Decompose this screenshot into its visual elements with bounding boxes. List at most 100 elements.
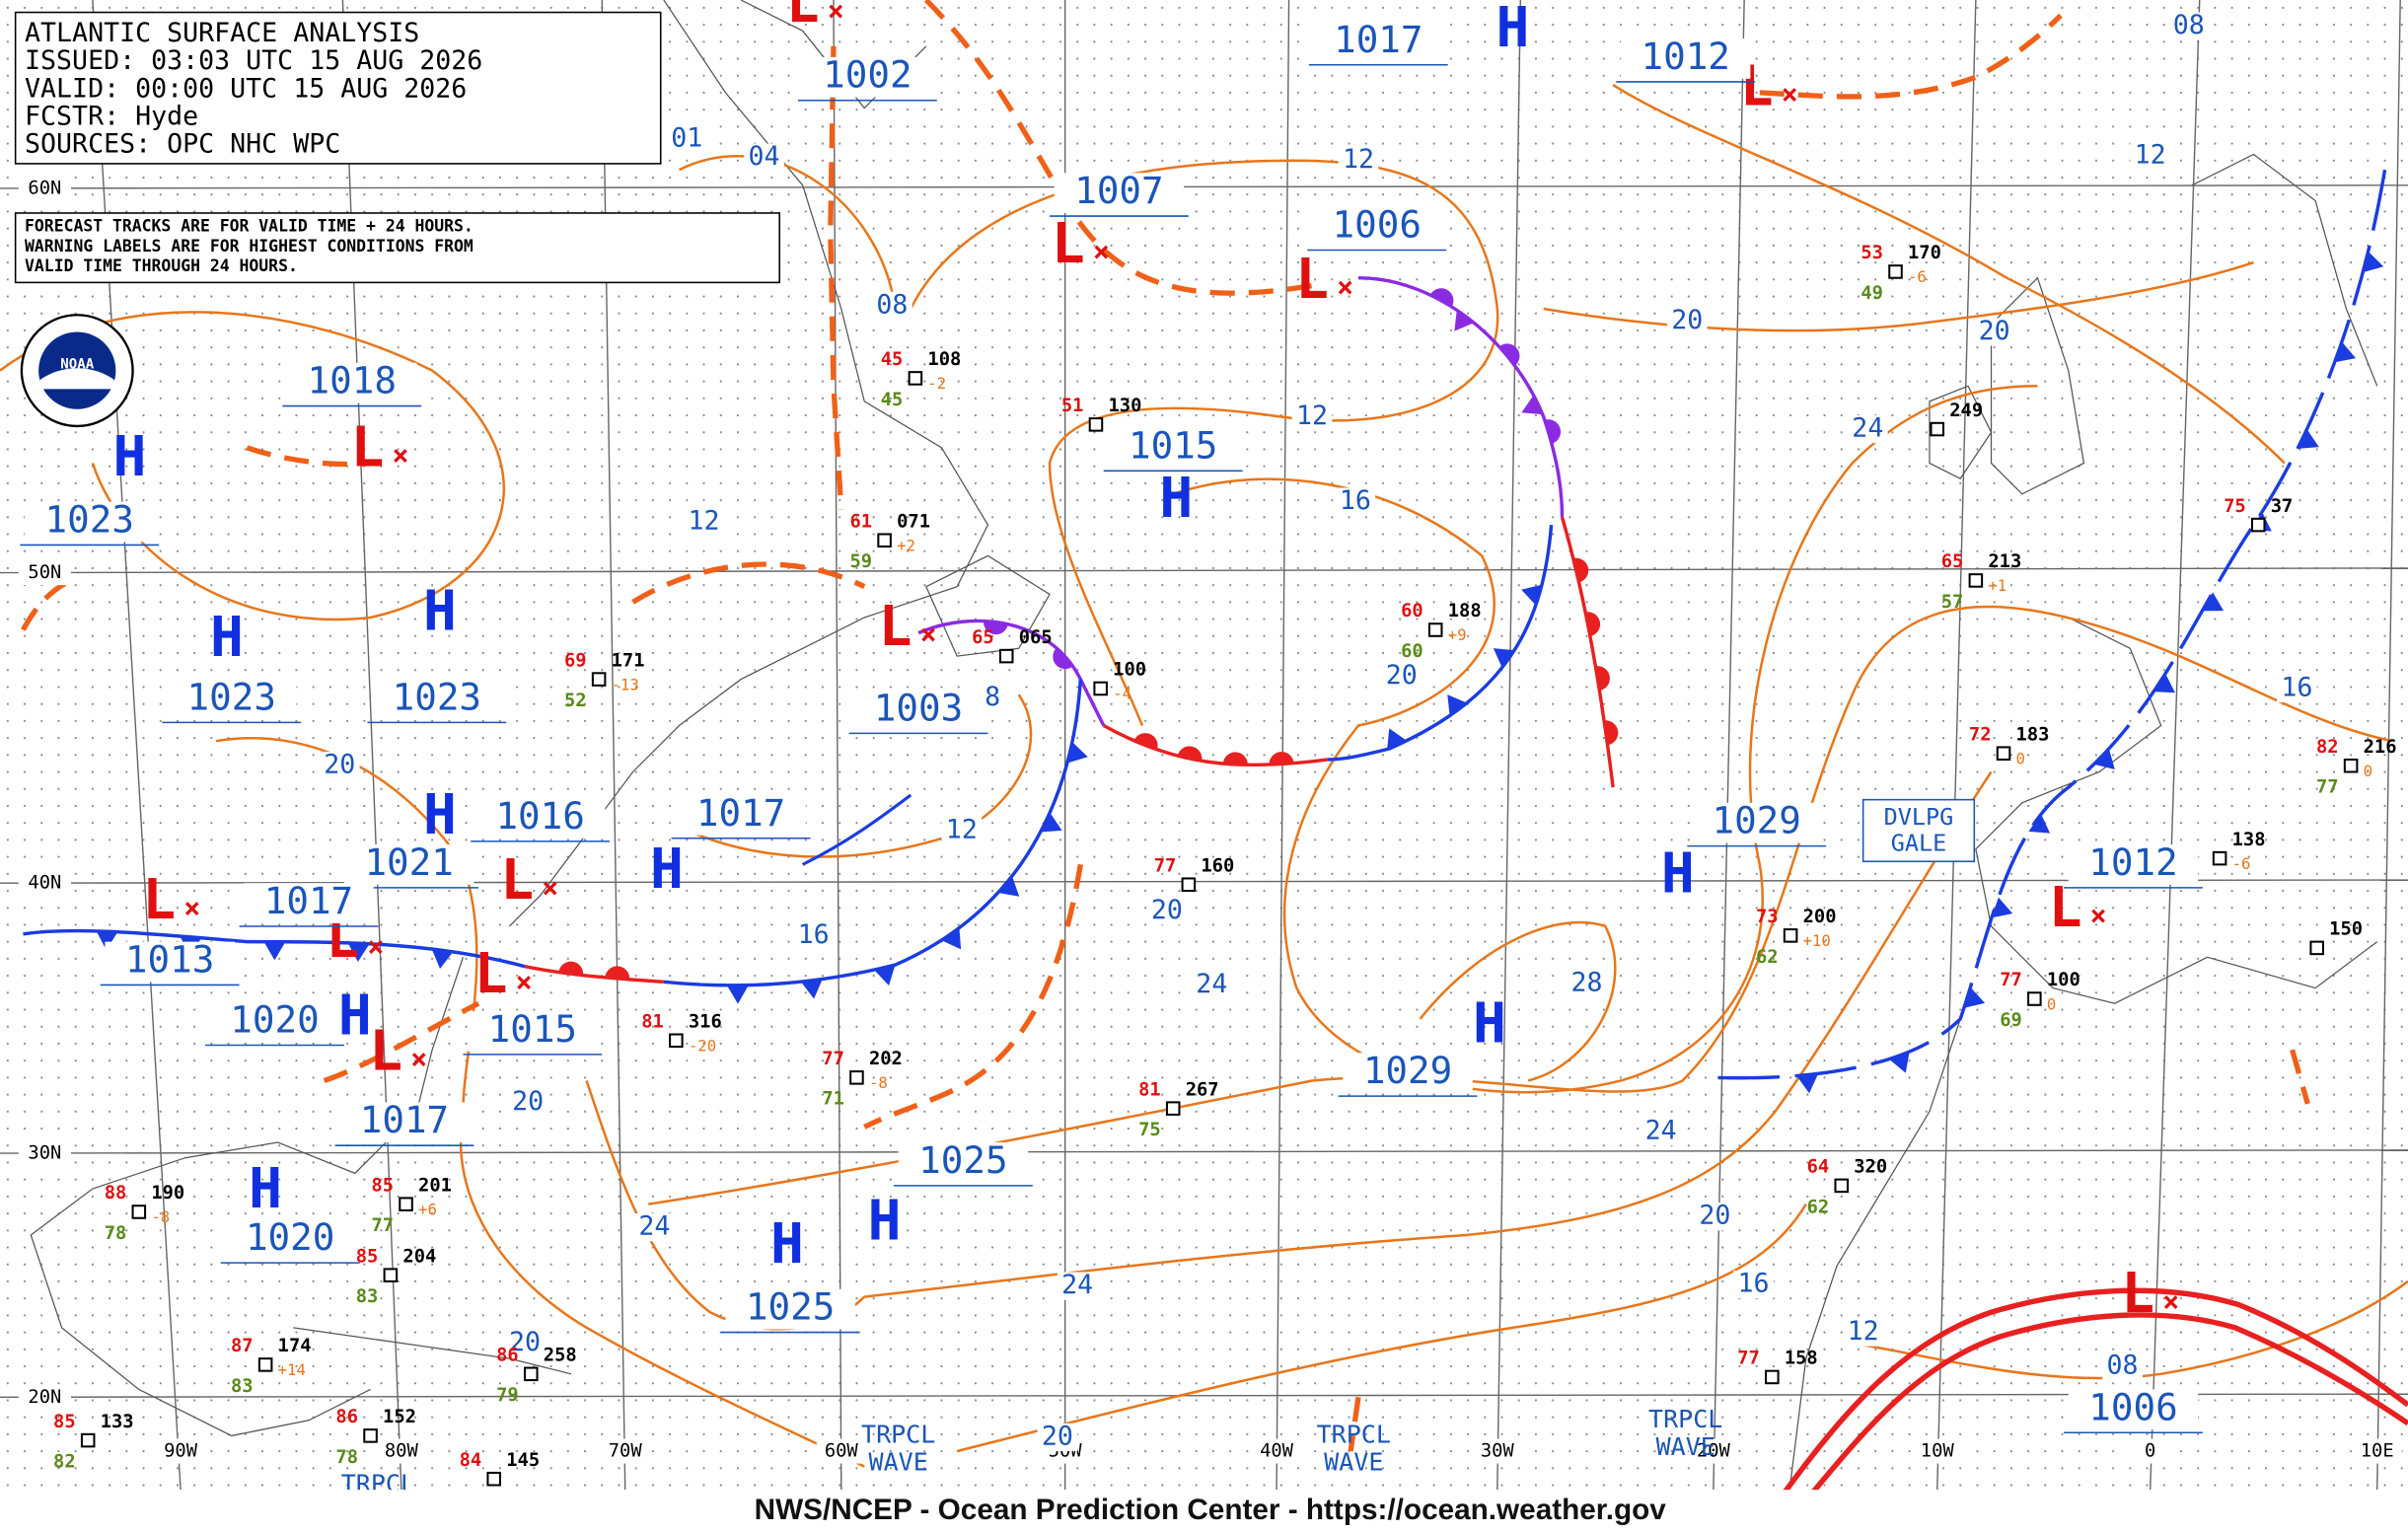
pressure-label: 1013 (125, 937, 214, 981)
front-triangle (1447, 694, 1468, 716)
low-symbol: L (350, 416, 384, 480)
isobar-label-bg (2168, 12, 2210, 40)
warning-label: DVLPG (1884, 803, 1954, 831)
isobar-label: 20 (1699, 1201, 1730, 1231)
station-pressure: 170 (1908, 243, 1941, 263)
front-triangle (1991, 897, 2013, 918)
lon-label-box (2352, 1438, 2402, 1464)
isobar-label: 16 (1738, 1269, 1770, 1299)
station-dewpoint: 78 (105, 1223, 127, 1244)
station-pressure: 37 (2271, 496, 2294, 517)
pressure-label-bg (209, 1001, 340, 1043)
low-cross: × (1093, 236, 1110, 268)
station-marker (2212, 850, 2227, 866)
trough (828, 45, 844, 510)
pressure-label-bg (725, 1288, 855, 1330)
front-triangle (2028, 813, 2051, 834)
header-forecaster: FCSTR: Hyde (25, 101, 198, 131)
station-dewpoint: 83 (356, 1286, 379, 1307)
pressure-label-bg (1312, 206, 1442, 248)
isobar-label: 12 (1848, 1316, 1879, 1347)
pressure-label: 1012 (1641, 35, 1729, 78)
front-triangle (800, 979, 823, 999)
pressure-label: 1017 (696, 791, 785, 835)
station-pressure: 316 (689, 1011, 722, 1032)
high-symbol: H (770, 1212, 804, 1277)
station-marker (1088, 417, 1104, 432)
pressure-label: 1018 (308, 359, 397, 402)
front-symbol (2202, 592, 2225, 612)
cold-front (1713, 169, 2387, 1080)
isobar-label-bg (1567, 969, 1607, 997)
pressure-label-bg (225, 1219, 355, 1261)
isobar-label: 20 (1042, 1421, 1073, 1451)
low-cross: × (516, 966, 533, 998)
station-tendency: -6 (2232, 854, 2251, 873)
low-symbol: L (1295, 248, 1329, 312)
low-cross: × (392, 439, 408, 472)
station-temperature: 65 (1941, 551, 1964, 572)
pressure-label-bg (244, 883, 374, 923)
pressure-label-bg (802, 56, 933, 98)
lat-line (0, 184, 2408, 189)
station-tendency: -4 (1113, 685, 1131, 703)
station-pressure: 249 (1949, 401, 1983, 421)
low-symbol: L (2121, 1262, 2154, 1326)
isobar-label: 28 (1571, 967, 1603, 997)
isobar-label: 12 (689, 505, 720, 536)
front-triangle (263, 941, 286, 961)
isobar-label: 20 (509, 1327, 541, 1357)
station-pressure: 188 (1448, 601, 1482, 621)
front-symbol (1040, 812, 1062, 833)
station-temperature: 81 (641, 1011, 664, 1032)
trough (2290, 1049, 2310, 1105)
warm-front (1560, 516, 1615, 788)
lon-label: 40W (1260, 1441, 1294, 1462)
station-marker (1427, 622, 1443, 637)
front-symbol (1991, 897, 2013, 918)
station-dewpoint: 77 (2316, 777, 2339, 798)
pressure-label: 1020 (246, 1215, 334, 1259)
front-symbol (1177, 746, 1203, 762)
header-box (14, 11, 662, 165)
low-symbol: L (786, 0, 820, 36)
front-triangle (96, 930, 118, 950)
isobar (678, 155, 897, 310)
low-cross: × (367, 930, 384, 963)
station-temperature: 88 (105, 1183, 127, 1204)
high-symbol: H (423, 579, 457, 643)
high-symbol: H (423, 783, 457, 847)
station-pressure: 133 (101, 1412, 134, 1432)
isobar (0, 311, 505, 621)
pressure-label: 1017 (1334, 18, 1423, 61)
station-tendency: -2 (927, 374, 946, 393)
front-triangle (874, 965, 896, 986)
station-temperature: 77 (822, 1049, 844, 1069)
low-symbol: L (1052, 212, 1085, 276)
station-pressure: 130 (1108, 396, 1141, 416)
pressure-label: 1017 (360, 1098, 449, 1141)
front-symbol (1499, 343, 1520, 366)
pressure-label-bg (25, 501, 155, 543)
footer: NWS/NCEP - Ocean Prediction Center - htt… (755, 1494, 1667, 1526)
station-marker (591, 672, 607, 687)
pressure-label-bg (474, 798, 606, 839)
isobar-label-bg (1843, 1318, 1883, 1347)
lon-label: 90W (164, 1441, 198, 1462)
logo-text: NOAA (60, 356, 94, 372)
isobar-label: 24 (1061, 1270, 1093, 1300)
isobar-label-bg (1291, 402, 1333, 431)
front-triangle (1454, 310, 1475, 331)
pressure-label: 1023 (187, 675, 276, 718)
header-issued: ISSUED: 03:03 UTC 15 AUG 2026 (25, 45, 482, 76)
lon-label-box (1688, 1438, 1738, 1464)
isobar-label-bg (666, 124, 707, 153)
station-pressure: 190 (151, 1183, 184, 1204)
lon-label-box (816, 1438, 866, 1464)
pressure-label: 1029 (1712, 799, 1800, 842)
pressure-label-bg (853, 690, 984, 731)
station-dewpoint: 83 (231, 1376, 254, 1397)
station-marker (1888, 264, 1903, 279)
logo-bird (39, 368, 114, 390)
front-symbol (2363, 251, 2384, 273)
